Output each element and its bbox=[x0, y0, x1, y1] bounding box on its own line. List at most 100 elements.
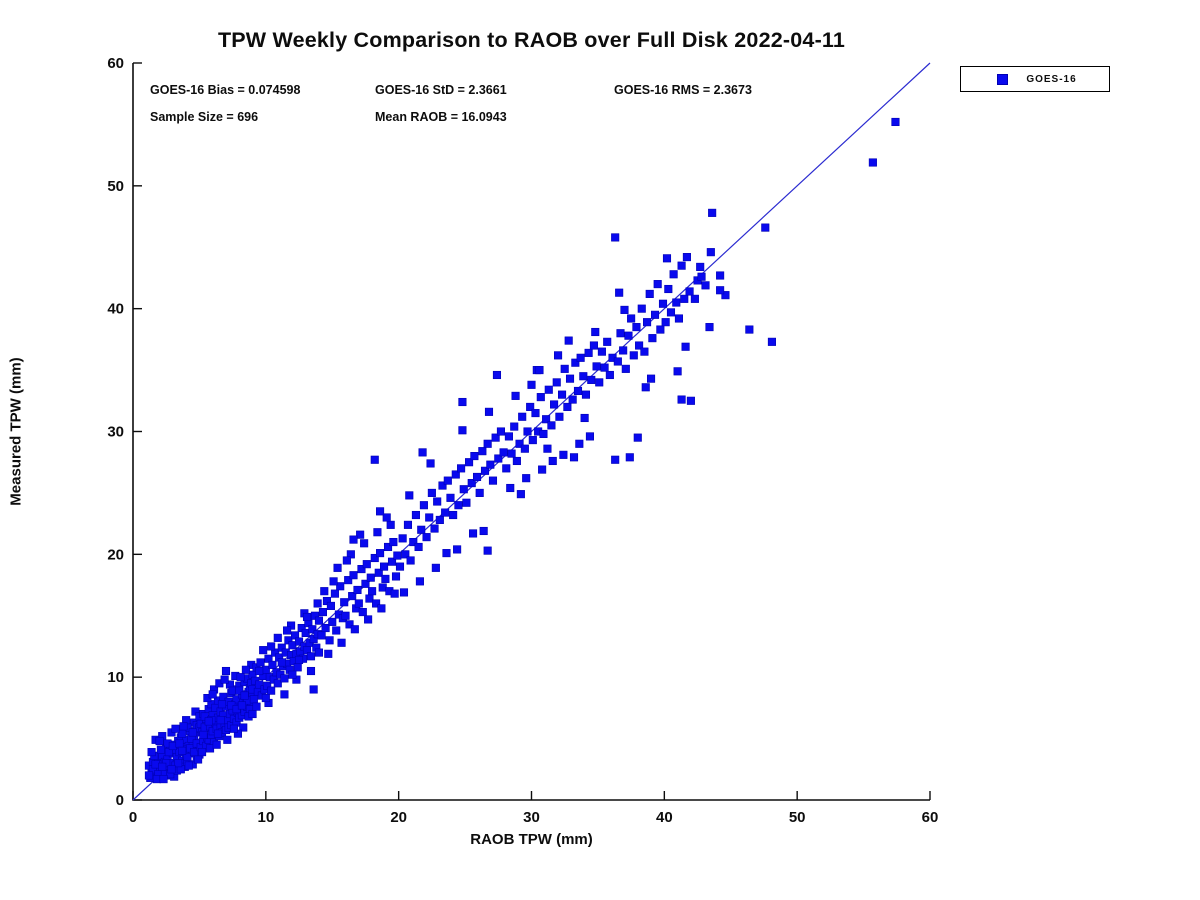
data-point bbox=[589, 341, 598, 350]
x-axis-label: RAOB TPW (mm) bbox=[470, 831, 593, 848]
data-point bbox=[571, 358, 580, 367]
data-point bbox=[504, 432, 513, 441]
data-point bbox=[673, 367, 682, 376]
data-point bbox=[478, 447, 487, 456]
data-point bbox=[320, 587, 329, 596]
data-point bbox=[204, 717, 213, 726]
data-point bbox=[479, 526, 488, 536]
data-point bbox=[569, 453, 579, 462]
data-point bbox=[526, 402, 535, 411]
data-point bbox=[548, 456, 557, 466]
data-point bbox=[370, 553, 379, 563]
data-point bbox=[507, 449, 516, 458]
data-point bbox=[605, 370, 614, 380]
data-point bbox=[512, 456, 521, 466]
data-point bbox=[603, 337, 612, 346]
data-point bbox=[393, 551, 402, 560]
data-point bbox=[249, 695, 258, 704]
data-point bbox=[564, 336, 573, 345]
data-point bbox=[457, 464, 466, 473]
data-point bbox=[277, 658, 286, 667]
data-point bbox=[674, 314, 683, 323]
data-point bbox=[255, 680, 264, 689]
data-point bbox=[212, 740, 221, 749]
data-point bbox=[217, 700, 227, 709]
data-point bbox=[330, 589, 339, 598]
data-point bbox=[696, 262, 705, 271]
data-point bbox=[422, 533, 431, 542]
data-point bbox=[409, 537, 418, 547]
data-point bbox=[591, 327, 600, 337]
data-point bbox=[705, 323, 714, 332]
chart-title: TPW Weekly Comparison to RAOB over Full … bbox=[217, 28, 846, 52]
data-point bbox=[337, 638, 346, 647]
data-point bbox=[701, 281, 710, 290]
x-tick-label: 50 bbox=[789, 809, 806, 826]
data-point bbox=[370, 455, 379, 464]
data-point bbox=[336, 582, 345, 591]
data-point bbox=[349, 571, 358, 580]
data-point bbox=[240, 691, 249, 700]
legend-marker-square-icon bbox=[997, 73, 1008, 85]
data-point bbox=[632, 323, 641, 332]
data-point bbox=[398, 534, 407, 543]
data-point bbox=[302, 612, 312, 622]
data-point bbox=[686, 396, 695, 405]
data-point bbox=[611, 455, 620, 464]
data-point bbox=[221, 666, 231, 676]
data-point bbox=[438, 481, 447, 490]
data-point bbox=[403, 520, 413, 529]
data-point bbox=[672, 298, 681, 307]
data-point bbox=[528, 436, 537, 445]
x-tick-label: 40 bbox=[656, 809, 673, 826]
data-point bbox=[328, 617, 337, 626]
data-point bbox=[373, 528, 382, 537]
data-point bbox=[280, 674, 289, 683]
data-point bbox=[643, 318, 652, 327]
data-point bbox=[637, 304, 646, 313]
data-point bbox=[220, 675, 229, 684]
legend-box: GOES-16 bbox=[960, 66, 1110, 92]
data-point bbox=[573, 386, 583, 396]
data-point bbox=[527, 380, 536, 389]
data-point bbox=[624, 331, 633, 340]
data-point bbox=[229, 724, 239, 733]
data-point bbox=[502, 464, 511, 473]
data-point bbox=[475, 488, 484, 497]
data-point bbox=[656, 325, 665, 334]
data-point bbox=[324, 649, 333, 658]
data-point bbox=[518, 412, 527, 421]
data-point bbox=[313, 599, 322, 608]
data-point bbox=[386, 520, 395, 529]
data-point bbox=[345, 620, 354, 629]
data-point bbox=[267, 642, 276, 651]
data-point bbox=[237, 701, 246, 710]
data-point bbox=[625, 453, 634, 462]
data-point bbox=[721, 291, 730, 300]
data-point bbox=[198, 748, 207, 757]
data-point bbox=[611, 233, 620, 242]
data-point bbox=[640, 347, 649, 356]
data-point bbox=[581, 390, 591, 399]
data-point bbox=[395, 562, 405, 571]
data-point bbox=[381, 574, 390, 583]
data-point bbox=[619, 346, 628, 355]
data-point bbox=[506, 483, 515, 493]
data-point bbox=[600, 363, 609, 372]
data-point bbox=[558, 390, 567, 399]
data-point bbox=[480, 466, 490, 475]
data-point bbox=[342, 556, 351, 565]
stat-mean-raob: Mean RAOB = 16.0943 bbox=[375, 110, 507, 124]
y-tick-label: 20 bbox=[107, 546, 124, 563]
data-point bbox=[357, 565, 366, 574]
data-point bbox=[458, 397, 467, 407]
data-point bbox=[550, 400, 559, 409]
data-point bbox=[559, 450, 568, 459]
data-point bbox=[615, 288, 624, 297]
data-point bbox=[364, 615, 373, 624]
data-point bbox=[280, 690, 289, 699]
data-point bbox=[470, 452, 479, 461]
data-point bbox=[380, 562, 389, 571]
data-point bbox=[442, 549, 451, 558]
